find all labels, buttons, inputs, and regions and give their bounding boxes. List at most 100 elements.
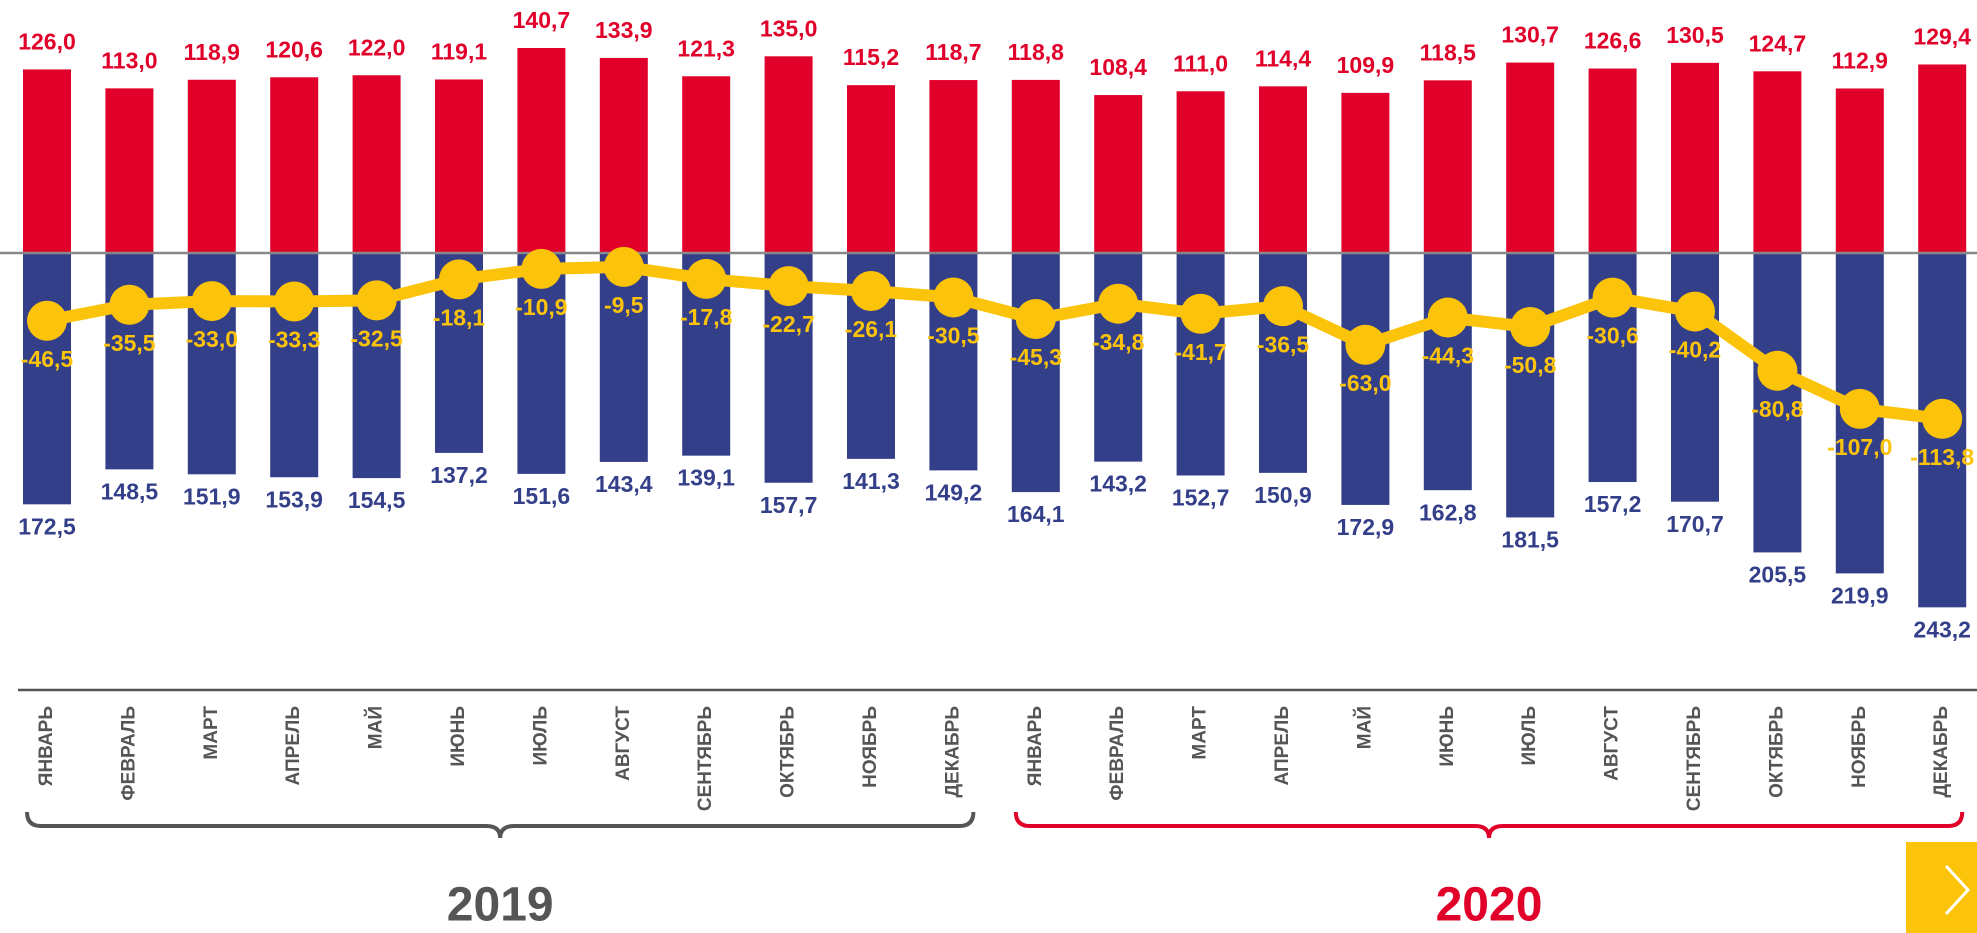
point bbox=[27, 300, 67, 341]
chevron[interactable] bbox=[1944, 864, 1971, 916]
point bbox=[109, 284, 150, 325]
value-label: 119,1 bbox=[431, 39, 487, 65]
x-tick-label: НОЯБРЬ bbox=[860, 706, 881, 788]
value-label: -18,1 bbox=[433, 304, 486, 330]
value-label: 118,8 bbox=[1008, 39, 1064, 65]
value-label: 135,0 bbox=[760, 15, 818, 41]
bar bbox=[435, 79, 483, 253]
next-button[interactable] bbox=[1906, 842, 1977, 933]
value-label: 130,7 bbox=[1501, 22, 1559, 48]
value-label: -36,5 bbox=[1257, 331, 1310, 357]
x-tick-label: АВГУСТ bbox=[613, 706, 634, 781]
value-label: 181,5 bbox=[1501, 527, 1559, 553]
value-label: 162,8 bbox=[1419, 499, 1477, 525]
x-tick-label: АПРЕЛЬ bbox=[283, 706, 304, 785]
group-brace bbox=[1013, 811, 1965, 839]
value-label: -45,3 bbox=[1010, 344, 1062, 370]
bar bbox=[847, 85, 895, 254]
value-label: 140,7 bbox=[513, 7, 571, 33]
x-tick-label: АПРЕЛЬ bbox=[1272, 706, 1293, 785]
value-label: 141,3 bbox=[842, 468, 900, 494]
x-tick-label: НОЯБРЬ bbox=[1849, 706, 1870, 788]
value-label: -9,5 bbox=[604, 292, 644, 318]
value-label: -44,3 bbox=[1422, 343, 1474, 369]
value-label: 143,4 bbox=[595, 471, 653, 497]
value-label: -63,0 bbox=[1339, 370, 1391, 396]
value-label: 151,9 bbox=[183, 483, 241, 509]
value-label: 243,2 bbox=[1913, 616, 1971, 642]
value-label: 124,7 bbox=[1749, 30, 1807, 56]
group-label: 2020 bbox=[1436, 879, 1543, 932]
point bbox=[1757, 350, 1798, 391]
bar bbox=[517, 48, 566, 254]
bar bbox=[1176, 253, 1225, 476]
x-tick-label: ДЕКАБРЬ bbox=[942, 706, 963, 798]
point bbox=[768, 266, 809, 307]
bar bbox=[1423, 253, 1472, 491]
bar bbox=[1011, 253, 1060, 493]
point bbox=[1180, 293, 1221, 334]
value-label: 143,2 bbox=[1089, 471, 1147, 497]
value-label: 219,9 bbox=[1831, 582, 1889, 608]
value-label: 164,1 bbox=[1007, 501, 1065, 527]
value-label: 205,5 bbox=[1749, 561, 1807, 587]
value-label: 172,9 bbox=[1337, 514, 1395, 540]
point bbox=[933, 277, 974, 318]
value-label: -35,5 bbox=[103, 330, 156, 356]
bar bbox=[1094, 95, 1143, 253]
x-tick-label: ЯНВАРЬ bbox=[1025, 706, 1046, 786]
bar bbox=[599, 57, 648, 253]
bar bbox=[270, 77, 319, 253]
value-label: -22,7 bbox=[762, 311, 814, 337]
value-label: 130,5 bbox=[1666, 22, 1724, 48]
x-tick-label: ИЮЛЬ bbox=[1519, 706, 1540, 766]
x-tick-label: ФЕВРАЛЬ bbox=[1107, 706, 1128, 801]
bar bbox=[1506, 253, 1555, 518]
bar bbox=[1671, 253, 1719, 502]
x-tick-label: ФЕВРАЛЬ bbox=[118, 706, 139, 801]
bar bbox=[1671, 62, 1719, 254]
bar bbox=[1835, 88, 1884, 253]
value-label: -17,8 bbox=[680, 304, 733, 330]
value-label: 137,2 bbox=[430, 462, 488, 488]
value-label: 154,5 bbox=[348, 487, 406, 513]
value-label: 121,3 bbox=[677, 35, 735, 61]
value-label: 148,5 bbox=[101, 478, 159, 504]
value-label: 139,1 bbox=[677, 465, 735, 491]
bar bbox=[1259, 86, 1307, 253]
value-label: -32,5 bbox=[350, 325, 403, 351]
group-brace bbox=[25, 811, 976, 839]
bar bbox=[23, 253, 71, 505]
bar bbox=[1753, 71, 1802, 253]
value-label: -80,8 bbox=[1751, 396, 1804, 422]
x-tick-label: СЕНТЯБРЬ bbox=[695, 706, 716, 811]
value-label: 152,7 bbox=[1172, 485, 1230, 511]
value-label: -33,0 bbox=[186, 326, 238, 352]
bar bbox=[1176, 91, 1225, 253]
point bbox=[686, 258, 727, 299]
bar bbox=[1011, 79, 1060, 253]
bar bbox=[764, 56, 813, 254]
point bbox=[851, 271, 891, 312]
bar bbox=[1588, 68, 1637, 254]
bar bbox=[187, 79, 236, 254]
point bbox=[274, 281, 315, 322]
value-label: -40,2 bbox=[1669, 337, 1721, 363]
value-label: 112,9 bbox=[1832, 48, 1888, 74]
point bbox=[521, 248, 562, 289]
bar bbox=[1259, 253, 1307, 473]
value-label: 122,0 bbox=[348, 34, 406, 60]
value-label: 172,5 bbox=[18, 513, 76, 539]
point bbox=[356, 280, 397, 321]
value-label: 108,4 bbox=[1089, 54, 1147, 80]
bar bbox=[517, 253, 566, 474]
point bbox=[1510, 307, 1551, 348]
value-label: 118,7 bbox=[925, 39, 981, 65]
value-label: -30,6 bbox=[1586, 323, 1638, 349]
value-label: 114,4 bbox=[1255, 45, 1311, 71]
value-label: 133,9 bbox=[595, 17, 653, 43]
x-tick-label: ДЕКАБРЬ bbox=[1931, 706, 1952, 798]
value-label: -30,5 bbox=[927, 323, 980, 349]
value-label: 151,6 bbox=[513, 483, 571, 509]
